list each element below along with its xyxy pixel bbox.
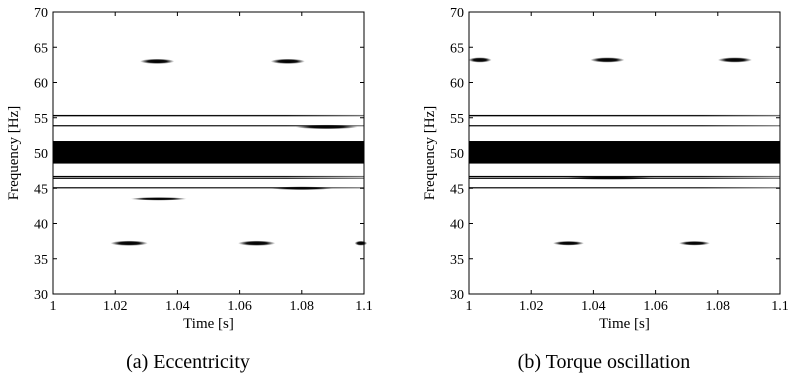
- spectral-blob: [468, 57, 492, 63]
- spectral-blob: [717, 57, 753, 63]
- frequency-band: [469, 141, 780, 164]
- y-tick-label: 70: [450, 6, 464, 21]
- panel-torque-oscillation: 1 1.02 1.04 1.06 1.08 1.1 30 35 40 45 50 55 60 65 70 Ti…: [422, 6, 789, 332]
- frequency-band: [53, 177, 364, 179]
- y-tick-label: 55: [34, 112, 48, 127]
- x-tick-label: 1.08: [706, 299, 731, 314]
- spectral-blob: [354, 240, 368, 246]
- frequency-band: [53, 141, 364, 164]
- spectral-blob: [270, 58, 305, 64]
- frequency-band: [53, 125, 364, 127]
- y-tick-label: 50: [34, 147, 48, 162]
- x-tick-label: 1.1: [355, 299, 373, 314]
- y-tick-label: 70: [34, 6, 48, 21]
- spectral-blob: [678, 241, 711, 246]
- y-axis-label: Frequency [Hz]: [422, 106, 438, 201]
- frequency-band: [469, 125, 780, 127]
- y-tick-label: 35: [450, 253, 464, 268]
- frequency-band: [469, 114, 780, 117]
- spectral-blob: [110, 240, 148, 246]
- frequency-band: [53, 175, 364, 178]
- spectral-blob: [295, 124, 358, 130]
- x-tick-label: 1.04: [165, 299, 190, 314]
- y-tick-label: 60: [450, 77, 464, 92]
- y-tick-label: 30: [34, 288, 48, 303]
- spectral-blob: [552, 241, 585, 246]
- spectral-blob: [140, 58, 175, 64]
- spectral-blob: [130, 197, 187, 201]
- spectral-blob: [590, 57, 625, 63]
- x-tick-label: 1.02: [519, 299, 544, 314]
- frequency-band: [53, 187, 364, 189]
- y-tick-label: 65: [34, 41, 48, 56]
- caption-b: (b) Torque oscillation: [518, 351, 691, 373]
- y-tick-label: 40: [450, 218, 464, 233]
- frequency-band: [469, 187, 780, 189]
- y-tick-label: 30: [450, 288, 464, 303]
- frequency-band: [53, 114, 364, 117]
- x-tick-label: 1.04: [581, 299, 606, 314]
- x-axis-label: Time [s]: [183, 316, 234, 332]
- x-tick-label: 1.02: [103, 299, 128, 314]
- x-tick-label: 1: [466, 299, 473, 314]
- y-tick-label: 55: [450, 112, 464, 127]
- x-tick-label: 1.06: [643, 299, 668, 314]
- y-tick-label: 40: [34, 218, 48, 233]
- x-tick-label: 1.1: [771, 299, 789, 314]
- y-tick-label: 50: [450, 147, 464, 162]
- x-tick-label: 1.06: [227, 299, 252, 314]
- y-tick-label: 45: [450, 182, 464, 197]
- x-tick-label: 1: [50, 299, 57, 314]
- panel-eccentricity: 1 1.02 1.04 1.06 1.08 1.1 30 35 40 45 50 55 60 65 70 Ti…: [6, 6, 373, 332]
- x-axis-label: Time [s]: [599, 316, 650, 332]
- y-tick-label: 60: [34, 77, 48, 92]
- spectral-blob: [562, 176, 656, 180]
- y-tick-label: 35: [34, 253, 48, 268]
- y-tick-label: 45: [34, 182, 48, 197]
- caption-a: (a) Eccentricity: [126, 351, 250, 373]
- spectral-blob: [238, 240, 276, 246]
- x-tick-label: 1.08: [290, 299, 315, 314]
- y-tick-label: 65: [450, 41, 464, 56]
- spectral-blob: [270, 186, 333, 190]
- y-axis-label: Frequency [Hz]: [6, 106, 22, 201]
